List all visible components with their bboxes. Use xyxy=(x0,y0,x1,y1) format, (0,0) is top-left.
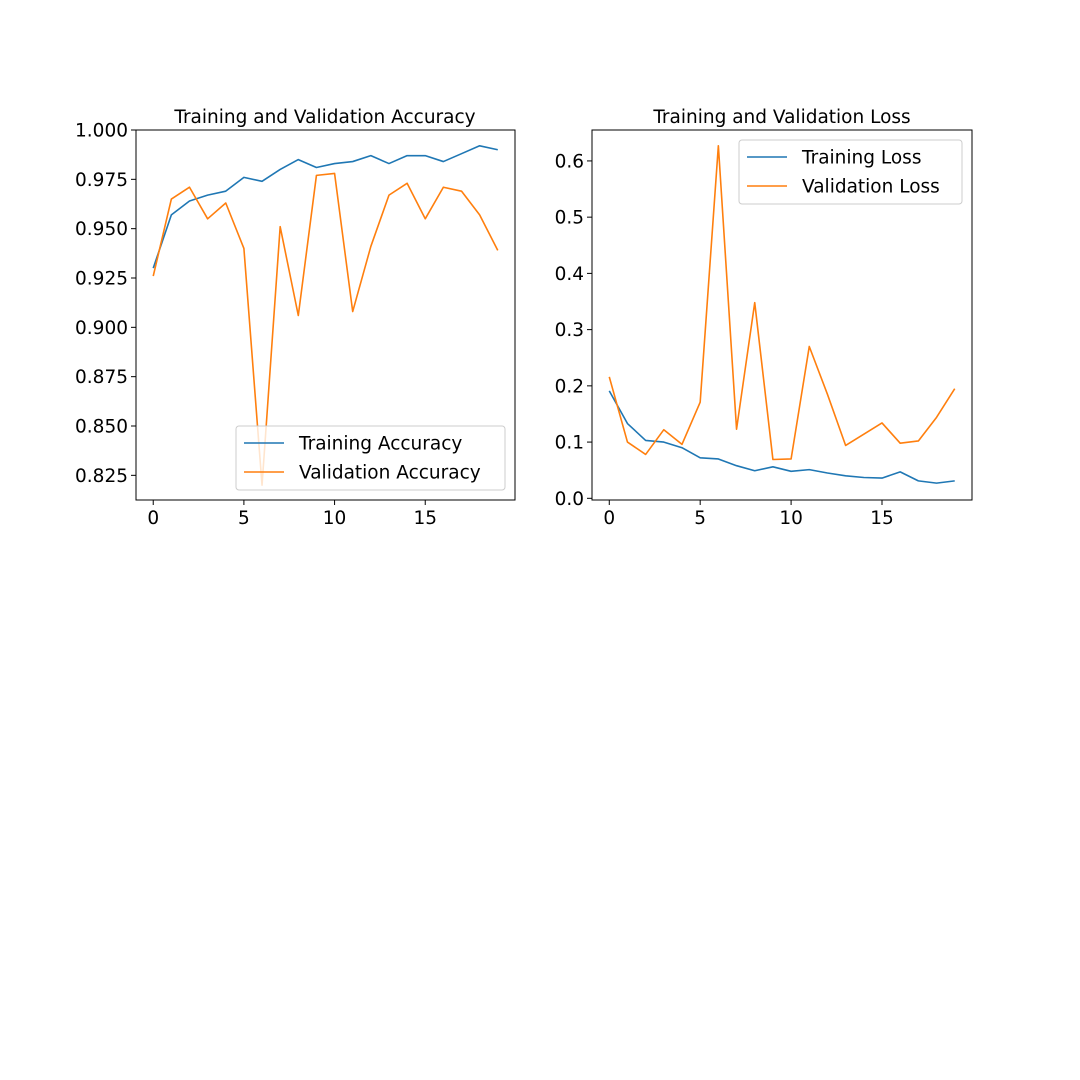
loss-y-tick-label: 0.5 xyxy=(555,208,584,229)
training-accuracy-legend-label: Training Accuracy xyxy=(298,434,462,455)
accuracy-chart: Training and Validation Accuracy 0 5 10 150… xyxy=(75,107,516,529)
loss-y-tick-label: 0.1 xyxy=(555,433,584,454)
accuracy-x-tick-label: 0 xyxy=(147,508,159,529)
accuracy-y-tick-label: 0.850 xyxy=(75,417,128,438)
loss-chart-legend: Training Loss Validation Loss xyxy=(738,139,963,205)
accuracy-y-tick-label: 0.900 xyxy=(75,318,128,339)
validation-loss-line xyxy=(608,144,956,461)
accuracy-axes-frame xyxy=(135,129,516,501)
loss-y-tick-label: 0.0 xyxy=(555,489,584,510)
loss-x-tick-label: 5 xyxy=(694,508,706,529)
loss-x-tick-label: 10 xyxy=(779,508,803,529)
accuracy-legend-box xyxy=(235,425,506,491)
loss-y-tick-label: 0.6 xyxy=(555,151,584,172)
training-accuracy-line xyxy=(152,144,498,269)
loss-chart-title: Training and Validation Loss xyxy=(652,107,910,128)
loss-axes-frame xyxy=(591,129,973,501)
accuracy-chart-plot-area xyxy=(152,144,499,487)
accuracy-y-tick-label: 0.825 xyxy=(75,466,128,487)
accuracy-chart-legend: Training Accuracy Validation Accuracy xyxy=(235,425,506,491)
loss-x-tick-label: 0 xyxy=(603,508,615,529)
accuracy-chart-title: Training and Validation Accuracy xyxy=(173,107,475,128)
accuracy-y-tick-label: 0.950 xyxy=(75,219,128,240)
loss-y-tick-label: 0.2 xyxy=(555,376,584,397)
loss-chart-plot-area xyxy=(608,144,956,484)
accuracy-x-tick-label: 15 xyxy=(413,508,437,529)
accuracy-x-tick-label: 10 xyxy=(323,508,347,529)
loss-chart-axes: 0 5 10 15 0.0 0.1 0.2 0.3 0.4 0.5 0.6 xyxy=(555,129,973,529)
loss-x-tick-label: 15 xyxy=(870,508,894,529)
training-loss-legend-label: Training Loss xyxy=(801,148,921,169)
validation-accuracy-legend-label: Validation Accuracy xyxy=(299,463,481,484)
accuracy-y-tick-label: 0.875 xyxy=(75,367,128,388)
loss-y-tick-label: 0.4 xyxy=(555,264,584,285)
loss-legend-box xyxy=(738,139,963,205)
accuracy-y-tick-label: 0.925 xyxy=(75,269,128,290)
loss-chart: Training and Validation Loss 0 5 10 15 0.0 0.… xyxy=(555,107,973,529)
accuracy-chart-axes: 0 5 10 15 0.825 0.850 0.875 0.900 0.925 0.950 0.97… xyxy=(75,121,516,529)
validation-accuracy-line xyxy=(152,172,499,487)
accuracy-y-tick-label: 0.975 xyxy=(75,170,128,191)
training-loss-line xyxy=(608,390,955,484)
loss-y-tick-label: 0.3 xyxy=(555,320,584,341)
accuracy-y-tick-label: 1.000 xyxy=(75,121,128,142)
validation-loss-legend-label: Validation Loss xyxy=(802,177,940,198)
accuracy-x-tick-label: 5 xyxy=(238,508,250,529)
